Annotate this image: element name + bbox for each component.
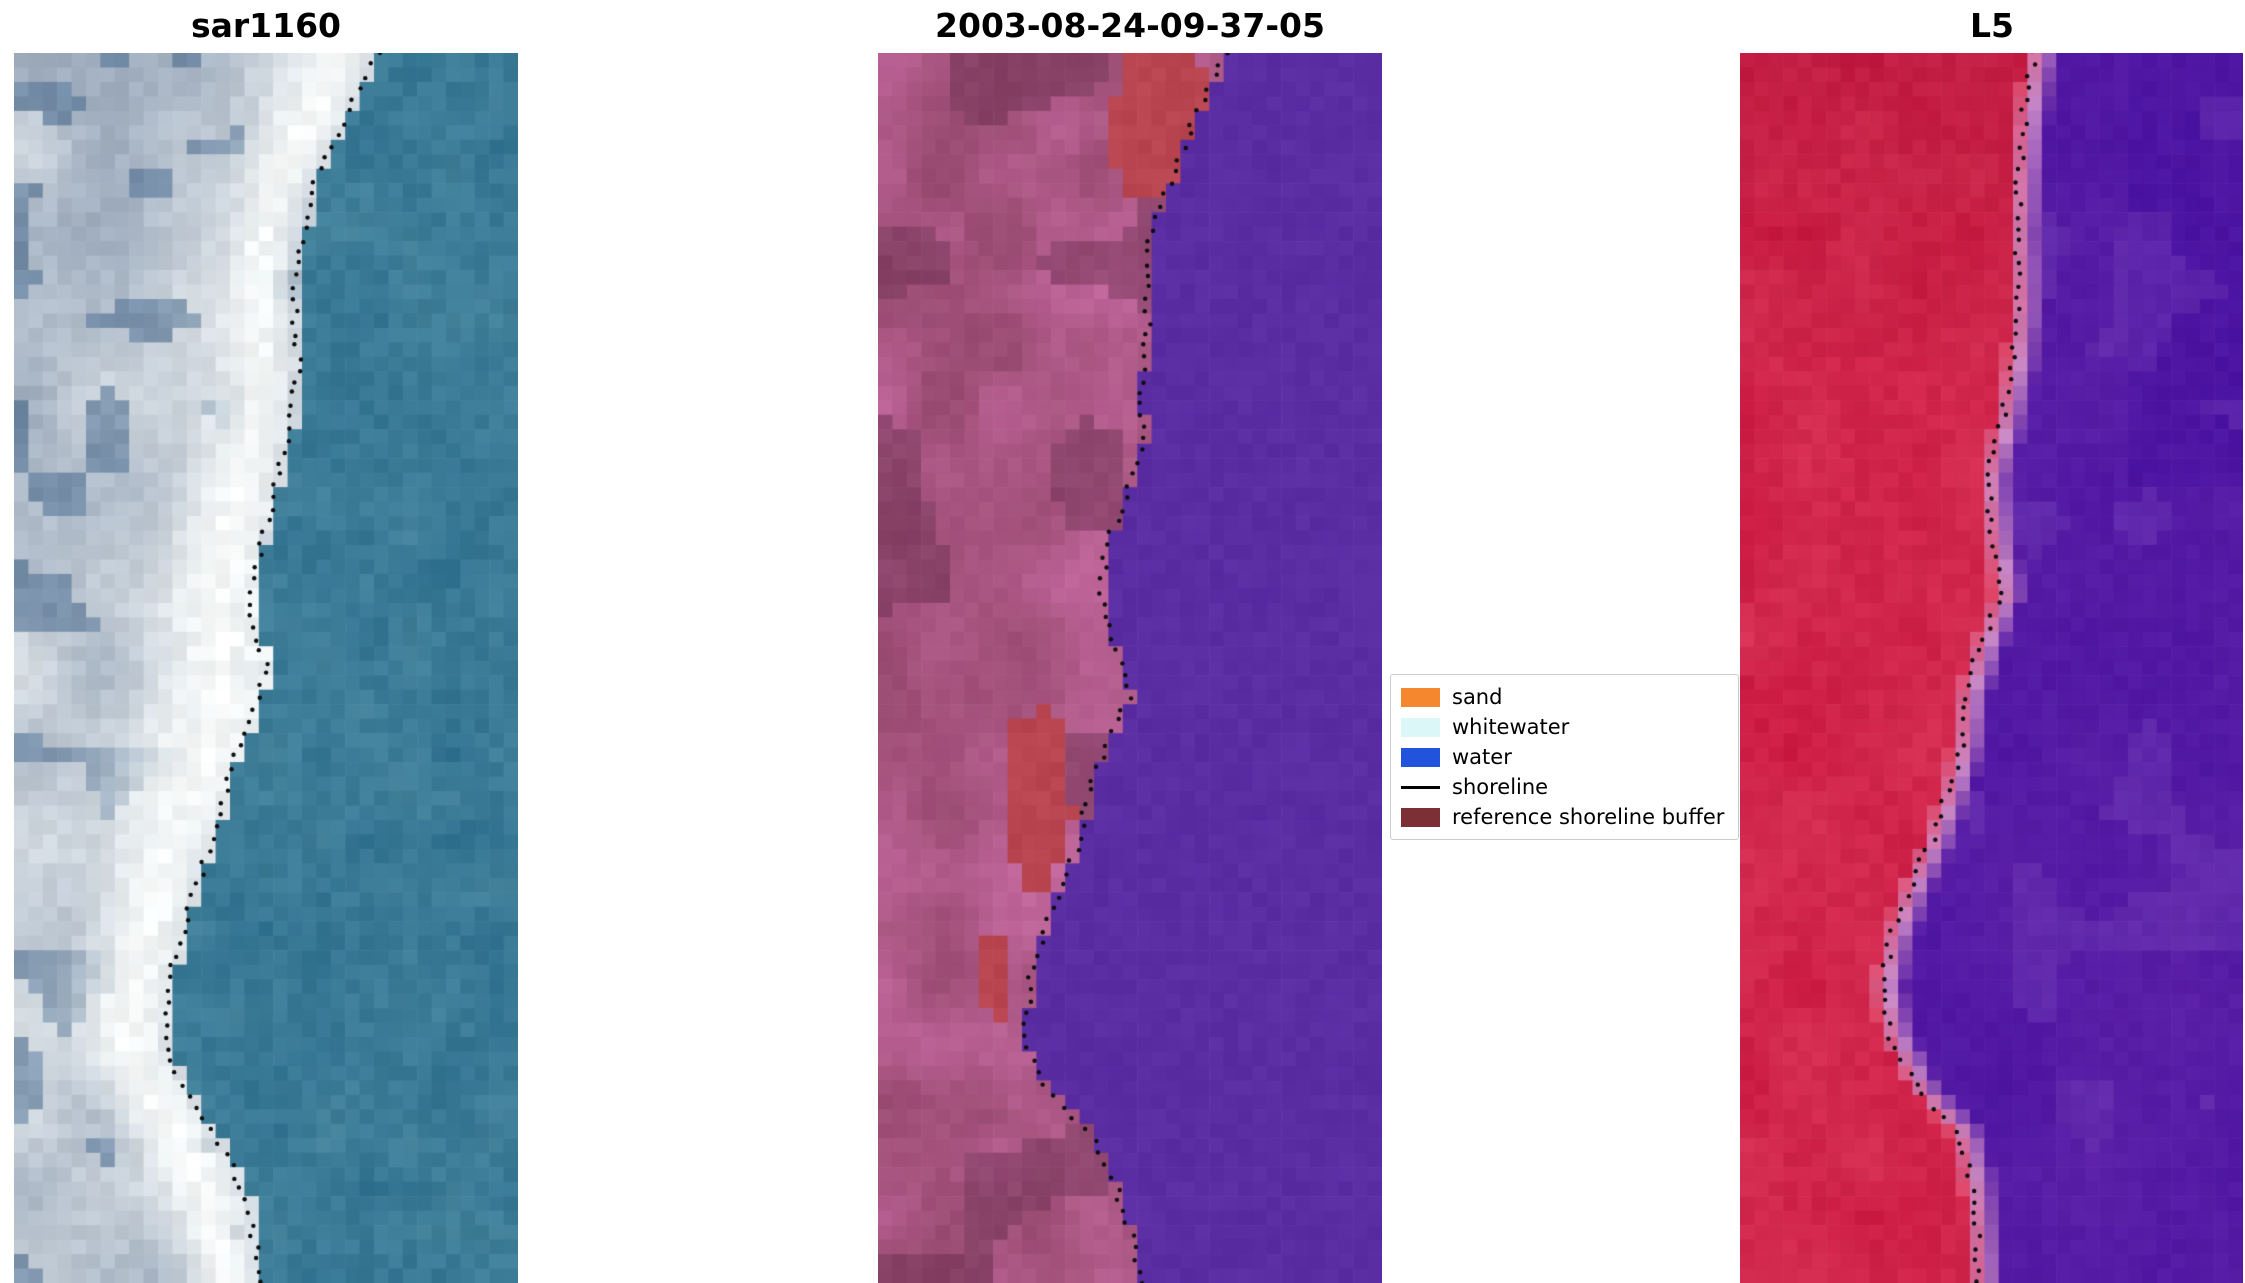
legend-label-reference-buffer: reference shoreline buffer — [1452, 805, 1725, 829]
shoreline-line-swatch — [1401, 777, 1440, 797]
legend-item-shoreline: shoreline — [1401, 772, 1728, 802]
panel-title-sar1160: sar1160 — [190, 6, 342, 45]
l5-image-panel — [1740, 53, 2243, 1283]
legend-item-whitewater: whitewater — [1401, 712, 1728, 742]
legend-label-water: water — [1452, 745, 1512, 769]
legend-item-reference-buffer: reference shoreline buffer — [1401, 802, 1728, 832]
legend-label-sand: sand — [1452, 685, 1503, 709]
water-color-swatch — [1401, 747, 1440, 767]
classification-image-panel — [878, 53, 1382, 1283]
panel-title-classification-date: 2003-08-24-09-37-05 — [935, 6, 1325, 45]
panel-title-l5: L5 — [1970, 6, 2014, 45]
whitewater-color-swatch — [1401, 717, 1440, 737]
reference-buffer-color-swatch — [1401, 807, 1440, 827]
legend: sand whitewater water shoreline referenc… — [1390, 674, 1739, 840]
legend-label-whitewater: whitewater — [1452, 715, 1570, 739]
legend-item-sand: sand — [1401, 682, 1728, 712]
legend-label-shoreline: shoreline — [1452, 775, 1549, 799]
sand-color-swatch — [1401, 687, 1440, 707]
legend-item-water: water — [1401, 742, 1728, 772]
sar-image-panel — [14, 53, 518, 1283]
